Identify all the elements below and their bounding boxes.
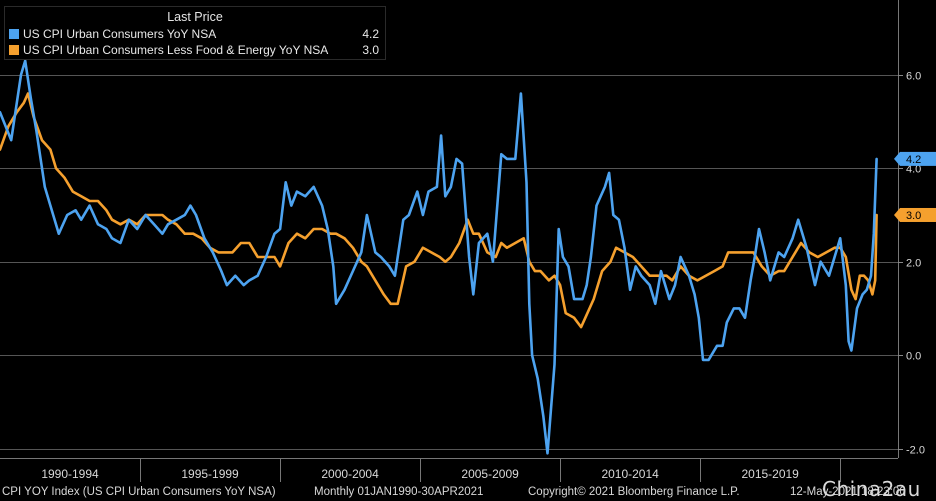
last-value-pointer (894, 207, 900, 222)
footer-bar: CPI YOY Index (US CPI Urban Consumers Yo… (0, 484, 936, 501)
series-line-cpi (0, 59, 878, 455)
last-value-pointer (894, 151, 900, 166)
y-tick-label: 4.0 (906, 164, 921, 176)
watermark: China2au (822, 477, 921, 501)
legend-value: 4.2 (362, 27, 379, 41)
legend: Last Price US CPI Urban Consumers YoY NS… (4, 6, 386, 60)
footer-date: 12-May-2021 18:23:00 (790, 486, 906, 498)
legend-swatch-orange (9, 45, 19, 55)
y-tick-label: 2.0 (906, 258, 921, 270)
last-value-box (900, 151, 936, 166)
legend-item-cpi[interactable]: US CPI Urban Consumers YoY NSA 4.2 (9, 26, 379, 42)
grid-lines (0, 75, 898, 450)
legend-label: US CPI Urban Consumers YoY NSA (23, 27, 217, 41)
legend-item-core-cpi[interactable]: US CPI Urban Consumers Less Food & Energ… (9, 42, 379, 58)
last-value-labels: 4.2 3.0 (894, 151, 936, 222)
footer-copyright: Copyright© 2021 Bloomberg Finance L.P. (528, 486, 740, 498)
last-value-text: 4.2 (906, 154, 921, 166)
x-tick-label: 1990-1994 (41, 467, 99, 481)
x-axis: 1990-1994 1995-1999 2000-2004 2005-2009 2010… (41, 458, 841, 482)
series-line-core-cpi (0, 92, 878, 329)
legend-swatch-blue (9, 29, 19, 39)
legend-label: US CPI Urban Consumers Less Food & Energ… (23, 43, 329, 57)
series-layer (0, 59, 878, 455)
y-tick-label: 6.0 (906, 71, 921, 83)
footer-index: CPI YOY Index (US CPI Urban Consumers Yo… (2, 486, 276, 498)
x-tick-label: 2015-2019 (741, 467, 799, 481)
y-axis: 6.0 4.0 2.0 0.0 -2.0 (898, 71, 925, 457)
x-tick-label: 2005-2009 (461, 467, 519, 481)
footer-range: Monthly 01JAN1990-30APR2021 (314, 486, 484, 498)
last-value-text: 3.0 (906, 210, 921, 222)
legend-value: 3.0 (362, 43, 379, 57)
legend-header: Last Price (167, 10, 223, 24)
y-tick-label: -2.0 (906, 445, 925, 457)
x-tick-label: 2000-2004 (321, 467, 379, 481)
last-value-box (900, 207, 936, 222)
y-tick-label: 0.0 (906, 351, 921, 363)
x-tick-label: 2010-2014 (601, 467, 659, 481)
x-tick-label: 1995-1999 (181, 467, 239, 481)
